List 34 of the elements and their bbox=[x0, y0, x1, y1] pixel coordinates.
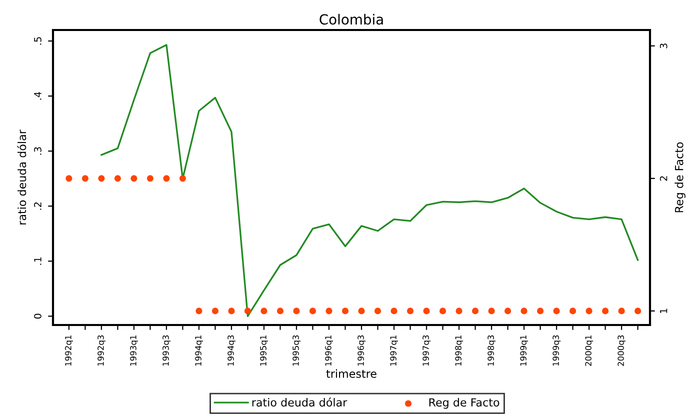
legend-label: ratio deuda dólar bbox=[252, 398, 348, 407]
y-axis-title: ratio deuda dólar bbox=[17, 130, 26, 224]
x-tick-label: 1992q3 bbox=[98, 335, 106, 366]
x-tick-label: 1998q1 bbox=[455, 335, 464, 366]
x-tick-label: 1994q3 bbox=[228, 335, 236, 366]
x-tick-label: 1999q1 bbox=[520, 335, 528, 366]
legend-label: Reg de Facto bbox=[429, 398, 500, 409]
x-tick-label: 1998q3 bbox=[488, 335, 496, 366]
y-tick-label: .3 bbox=[34, 147, 42, 155]
y-tick-label: .5 bbox=[34, 37, 42, 45]
y2-axis-title: Reg de Facto bbox=[674, 142, 686, 212]
y-tick-label: .1 bbox=[34, 257, 42, 265]
x-tick-label: 1999q3 bbox=[552, 335, 561, 366]
x-tick-label: 1992q1 bbox=[65, 335, 73, 366]
y2-tick-label: 2 bbox=[660, 176, 668, 181]
x-tick-label: 1996q3 bbox=[358, 335, 366, 366]
chart-title: Colombia bbox=[320, 14, 383, 25]
y2-tick-label: 1 bbox=[660, 308, 668, 313]
y-tick-label: .2 bbox=[34, 202, 42, 210]
x-tick-label: 1997q1 bbox=[390, 335, 398, 366]
x-tick-label: 1997q3 bbox=[422, 335, 431, 366]
x-tick-label: 1995q3 bbox=[292, 335, 301, 366]
x-tick-label: 1994q1 bbox=[195, 335, 203, 366]
x-axis-title: trimestre bbox=[326, 369, 376, 378]
y-tick-label: 0 bbox=[34, 314, 42, 319]
y-tick-label: .4 bbox=[34, 92, 42, 100]
y2-tick-label: 3 bbox=[660, 44, 668, 48]
x-tick-label: 1995q1 bbox=[260, 335, 268, 366]
x-tick-label: 2000q3 bbox=[618, 335, 626, 366]
x-tick-label: 1993q1 bbox=[130, 335, 138, 366]
x-tick-label: 2000q1 bbox=[585, 335, 594, 366]
x-tick-label: 1996q1 bbox=[325, 335, 334, 366]
line-series bbox=[100, 44, 639, 318]
x-tick-label: 1993q3 bbox=[162, 335, 170, 366]
